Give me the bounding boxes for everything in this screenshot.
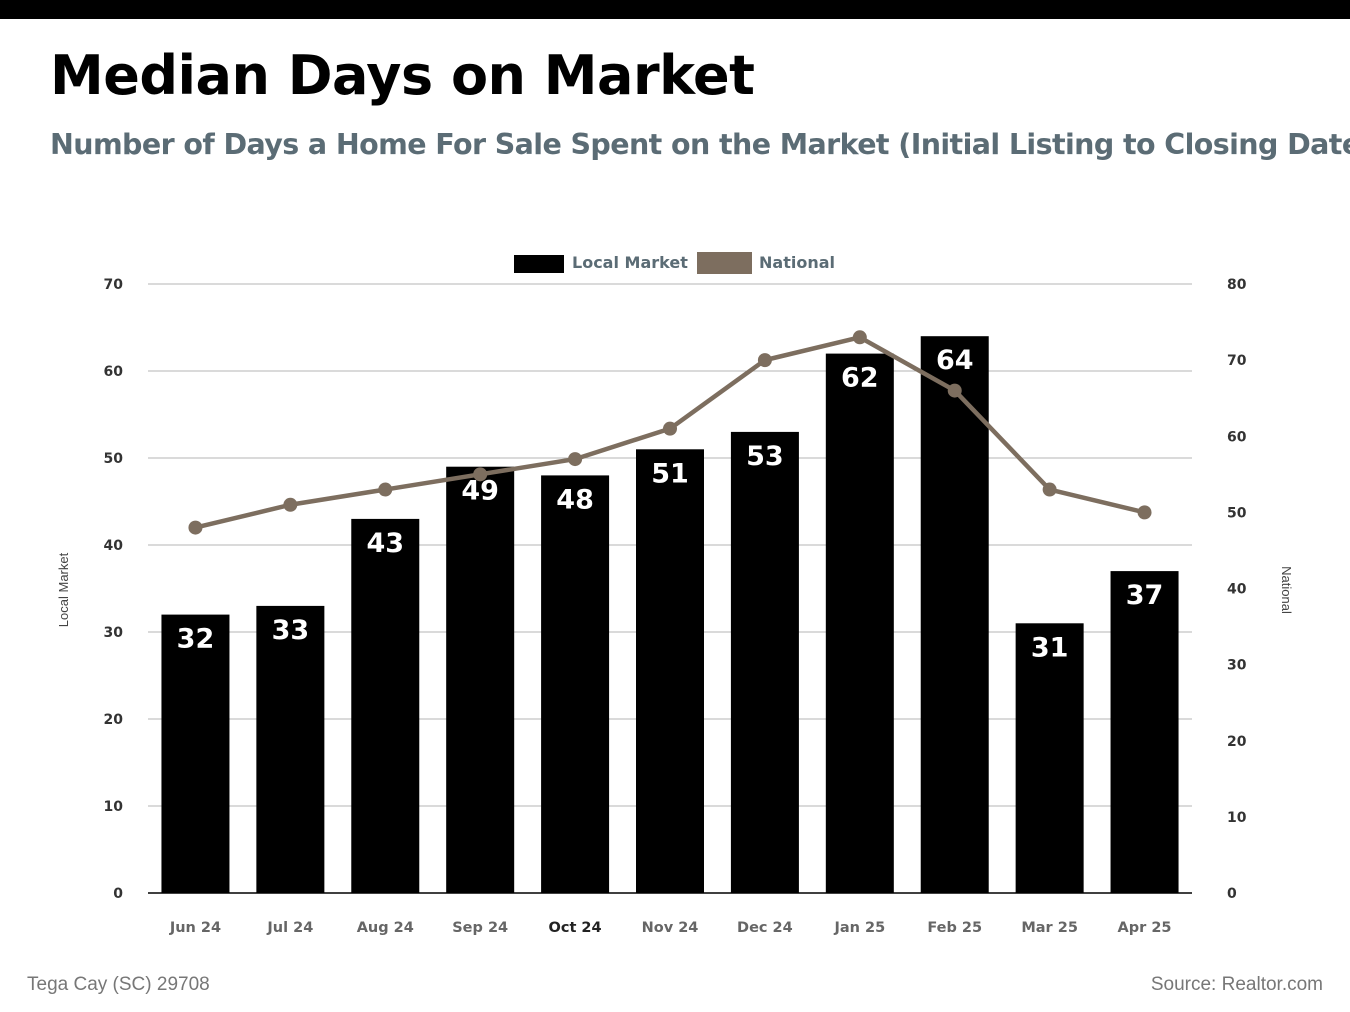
y-left-tick-label: 0: [113, 886, 123, 902]
location-label: Tega Cay (SC) 29708: [27, 974, 210, 995]
legend-label-local: Local Market: [572, 253, 688, 272]
x-tick-label: Dec 24: [737, 920, 793, 936]
y-right-tick-label: 30: [1227, 658, 1247, 674]
bar-mar-25: [1015, 623, 1084, 893]
top-band: [0, 0, 1350, 19]
bar-value-label: 64: [936, 345, 974, 376]
bar-nov-24: [636, 449, 704, 893]
bar-aug-24: [351, 518, 420, 893]
bar-oct-24: [541, 475, 610, 893]
page-title: Median Days on Market: [50, 44, 755, 107]
bar-apr-25: [1110, 571, 1179, 893]
y-right-tick-label: 10: [1227, 810, 1247, 826]
x-tick-label: Mar 25: [1021, 920, 1078, 936]
bar-jul-24: [256, 605, 325, 893]
bar-value-label: 62: [841, 363, 879, 394]
y-right-tick-label: 50: [1227, 505, 1247, 521]
y-right-tick-label: 20: [1227, 734, 1247, 750]
national-point: [757, 353, 772, 368]
national-point: [568, 452, 583, 467]
y-left-tick-label: 70: [104, 277, 124, 293]
x-tick-label: Jun 24: [169, 920, 221, 936]
national-point: [283, 497, 298, 512]
x-tick-label: Sep 24: [452, 920, 508, 936]
x-tick-label: Jul 24: [266, 920, 313, 936]
national-point: [663, 421, 677, 436]
national-point: [852, 330, 867, 345]
bar-value-label: 32: [177, 624, 215, 655]
national-point: [1042, 482, 1057, 497]
y-left-tick-label: 60: [104, 364, 124, 380]
x-tick-label: Jan 25: [833, 920, 885, 936]
x-tick-label: Aug 24: [357, 920, 414, 936]
bar-value-label: 33: [272, 615, 310, 646]
legend-label-national: National: [759, 253, 835, 272]
x-tick-label: Oct 24: [549, 920, 602, 936]
y-right-axis-title: National: [1279, 566, 1294, 614]
y-left-tick-label: 10: [104, 799, 124, 815]
bar-value-label: 53: [746, 441, 784, 472]
bar-sep-24: [446, 466, 515, 893]
y-left-tick-label: 20: [104, 712, 124, 728]
bar-jun-24: [161, 614, 230, 893]
national-point: [1137, 505, 1152, 520]
national-point: [947, 383, 962, 398]
bar-value-label: 43: [366, 528, 404, 559]
y-left-tick-label: 30: [104, 625, 124, 641]
legend-swatch-national: [697, 252, 752, 274]
y-left-tick-label: 50: [104, 451, 124, 467]
y-left-axis-title: Local Market: [56, 552, 71, 627]
y-right-tick-label: 40: [1227, 582, 1247, 598]
bar-value-label: 51: [651, 458, 689, 489]
x-tick-label: Apr 25: [1118, 920, 1172, 936]
national-point: [378, 482, 393, 497]
national-point: [188, 520, 203, 535]
bar-value-label: 48: [556, 484, 594, 515]
bar-jan-25: [825, 353, 894, 894]
source-label: Source: Realtor.com: [1150, 974, 1323, 995]
y-right-tick-label: 70: [1227, 353, 1247, 369]
y-left-tick-label: 40: [104, 538, 124, 554]
bar-value-label: 37: [1126, 580, 1164, 611]
national-point: [473, 467, 488, 482]
legend-swatch-local: [514, 255, 564, 273]
y-right-tick-label: 60: [1227, 429, 1247, 445]
y-right-tick-label: 0: [1227, 886, 1237, 902]
y-right-tick-label: 80: [1227, 277, 1247, 293]
x-tick-label: Feb 25: [927, 920, 982, 936]
bar-feb-25: [920, 336, 989, 893]
page-subtitle: Number of Days a Home For Sale Spent on …: [50, 128, 1350, 161]
bar-value-label: 31: [1031, 632, 1069, 663]
bar-dec-24: [730, 431, 799, 893]
x-tick-label: Nov 24: [642, 920, 699, 936]
